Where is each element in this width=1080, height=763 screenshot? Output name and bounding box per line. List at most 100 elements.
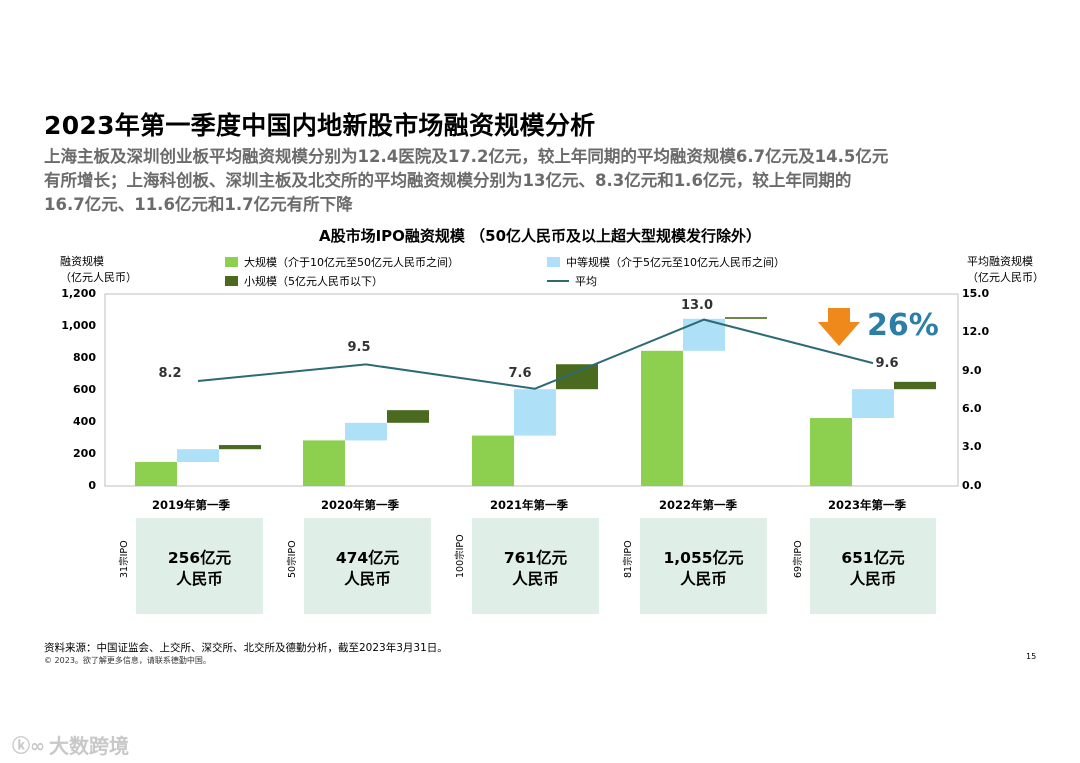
bar-small	[894, 381, 936, 390]
plot-frame	[104, 293, 959, 487]
bar-medium	[514, 389, 556, 436]
total-amount: 474亿元 人民币	[304, 548, 431, 590]
total-box: 50宗IPO 474亿元 人民币	[287, 518, 431, 614]
total-amount-value: 474亿元	[335, 549, 400, 567]
y2-tick-label: 0.0	[962, 479, 982, 492]
legend-avg-label: 平均	[575, 275, 597, 288]
total-amount-unit: 人民币	[512, 570, 559, 588]
y-axis-title-line: 融资规模	[60, 255, 104, 268]
total-box: 69宗IPO 651亿元 人民币	[793, 518, 936, 614]
legend-large: 大规模（介于10亿元至50亿元人民币之间）	[225, 254, 459, 270]
ipo-count-label: 100宗IPO	[455, 534, 466, 578]
legend-large-swatch	[225, 257, 238, 267]
ipo-count: 69宗IPO	[790, 518, 804, 578]
total-amount-unit: 人民币	[176, 570, 223, 588]
total-amount: 256亿元 人民币	[136, 548, 263, 590]
bar-medium	[852, 389, 894, 418]
watermark: ⓚ∞ 大数跨境	[12, 730, 129, 759]
x-tick-label: 2020年第一季	[320, 498, 399, 512]
y-axis-title: 融资规模 （亿元人民币）	[60, 254, 137, 286]
total-amount-value: 761亿元	[503, 549, 568, 567]
y2-axis-title-line: （亿元人民币）	[967, 271, 1044, 284]
total-box: 81宗IPO 1,055亿元 人民币	[623, 518, 767, 614]
source-note: 资料来源：中国证监会、上交所、深交所、北交所及德勤分析，截至2023年3月31日…	[44, 642, 448, 654]
avg-data-label: 7.6	[508, 366, 532, 381]
subtitle-line: 上海主板及深圳创业板平均融资规模分别为12.4医院及17.2亿元，较上年同期的平…	[44, 147, 889, 166]
down-arrow-icon	[818, 308, 860, 346]
bar-large	[472, 435, 514, 486]
y2-tick-label: 3.0	[962, 440, 982, 453]
total-amount-unit: 人民币	[344, 570, 391, 588]
copyright-note: © 2023。欲了解更多信息，请联系德勤中国。	[44, 656, 211, 665]
page-title: 2023年第一季度中国内地新股市场融资规模分析	[44, 111, 596, 140]
legend-medium: 中等规模（介于5亿元至10亿元人民币之间）	[547, 254, 785, 270]
ipo-count-label: 69宗IPO	[793, 540, 804, 578]
total-box: 100宗IPO 761亿元 人民币	[455, 518, 599, 614]
total-amount-value: 651亿元	[841, 549, 905, 567]
legend-small: 小规模（5亿元人民币以下）	[225, 273, 383, 289]
bar-medium	[345, 422, 387, 441]
avg-line	[197, 318, 874, 390]
total-amount: 651亿元 人民币	[810, 548, 936, 590]
y-tick-label: 0	[88, 479, 96, 492]
y2-axis-title: 平均融资规模 （亿元人民币）	[967, 254, 1044, 286]
avg-data-label: 9.5	[347, 340, 371, 355]
chart-title: A股市场IPO融资规模 （50亿人民币及以上超大型规模发行除外）	[318, 227, 762, 245]
y-tick-label: 800	[73, 351, 96, 364]
ipo-count-label: 31宗IPO	[119, 540, 130, 578]
total-amount-unit: 人民币	[849, 570, 897, 588]
legend-avg-swatch	[547, 280, 569, 282]
bar-small	[725, 317, 767, 319]
legend-medium-label: 中等规模（介于5亿元至10亿元人民币之间）	[566, 256, 785, 269]
y2-axis-title-line: 平均融资规模	[967, 255, 1033, 268]
legend-avg: 平均	[547, 273, 597, 289]
watermark-logo-icon: ⓚ∞	[12, 735, 45, 757]
y-tick-label: 200	[73, 447, 96, 460]
y-tick-label: 1,000	[61, 319, 96, 332]
x-tick-label: 2021年第一季	[489, 498, 568, 512]
total-amount: 761亿元 人民币	[472, 548, 599, 590]
avg-data-label: 9.6	[875, 356, 899, 371]
y2-tick-label: 12.0	[962, 325, 990, 338]
y-tick-label: 600	[73, 383, 96, 396]
y2-tick-label: 9.0	[962, 364, 982, 377]
subtitle-line: 16.7亿元、11.6亿元和1.7亿元有所下降	[44, 195, 353, 214]
ipo-count: 81宗IPO	[620, 518, 634, 578]
bar-small	[219, 445, 261, 450]
decline-percent: 26%	[867, 308, 939, 343]
total-amount-value: 256亿元	[167, 549, 232, 567]
avg-data-label: 13.0	[680, 298, 714, 313]
ipo-count: 50宗IPO	[284, 518, 298, 578]
y-tick-label: 1,200	[61, 287, 96, 300]
ipo-count: 100宗IPO	[452, 518, 466, 578]
ipo-count-label: 50宗IPO	[287, 540, 298, 578]
x-tick-label: 2019年第一季	[151, 498, 230, 512]
legend-small-swatch	[225, 276, 238, 286]
watermark-text: 大数跨境	[49, 734, 129, 758]
y2-tick-label: 15.0	[962, 287, 990, 300]
bar-small	[387, 410, 429, 423]
avg-data-label: 8.2	[158, 366, 182, 381]
page-number: 15	[1026, 652, 1037, 661]
bar-large	[135, 462, 177, 486]
bar-large	[303, 440, 345, 486]
y-axis-title-line: （亿元人民币）	[60, 271, 137, 284]
bar-medium	[177, 449, 219, 462]
bar-large	[810, 418, 852, 486]
total-amount-unit: 人民币	[680, 570, 727, 588]
total-box: 31宗IPO 256亿元 人民币	[119, 518, 263, 614]
y-tick-label: 400	[73, 415, 96, 428]
y2-tick-label: 6.0	[962, 402, 982, 415]
total-amount-value: 1,055亿元	[663, 549, 744, 567]
legend-large-label: 大规模（介于10亿元至50亿元人民币之间）	[244, 256, 459, 269]
legend-small-label: 小规模（5亿元人民币以下）	[244, 275, 383, 288]
x-tick-label: 2023年第一季	[827, 498, 906, 512]
page-subtitle: 上海主板及深圳创业板平均融资规模分别为12.4医院及17.2亿元，较上年同期的平…	[44, 145, 1044, 217]
x-tick-label: 2022年第一季	[658, 498, 737, 512]
total-amount: 1,055亿元 人民币	[640, 548, 767, 590]
bar-large	[641, 350, 683, 486]
legend-medium-swatch	[547, 257, 560, 267]
ipo-count-label: 81宗IPO	[623, 540, 634, 578]
subtitle-line: 有所增长；上海科创板、深圳主板及北交所的平均融资规模分别为13亿元、8.3亿元和…	[44, 171, 852, 190]
